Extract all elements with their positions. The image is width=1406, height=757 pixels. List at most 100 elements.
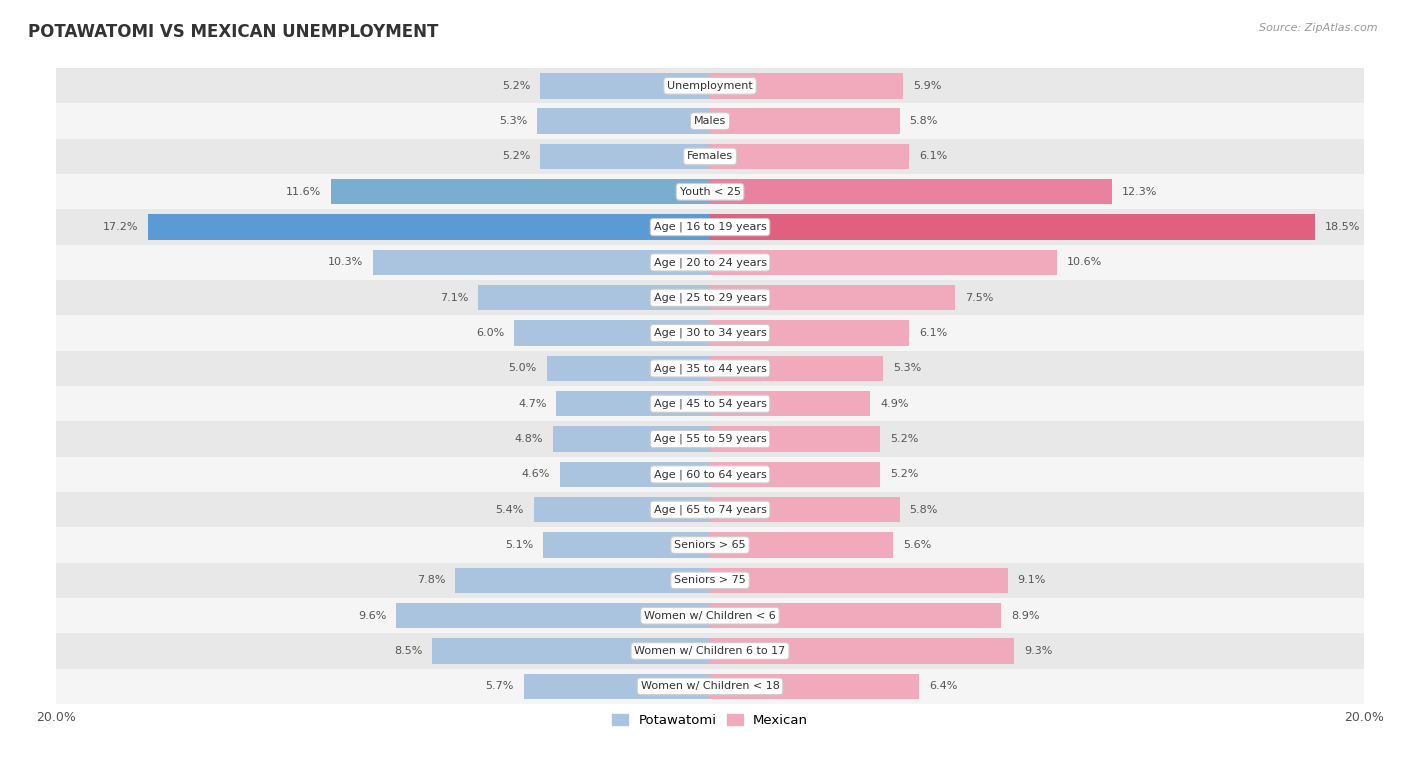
Bar bbox=[56, 528, 1364, 562]
Bar bbox=[710, 108, 900, 134]
Bar bbox=[710, 568, 1008, 593]
Bar bbox=[56, 634, 1364, 668]
Text: 5.6%: 5.6% bbox=[903, 540, 931, 550]
Text: 5.0%: 5.0% bbox=[509, 363, 537, 373]
Text: Age | 65 to 74 years: Age | 65 to 74 years bbox=[654, 504, 766, 515]
Bar bbox=[553, 426, 710, 452]
Text: 9.6%: 9.6% bbox=[359, 611, 387, 621]
Text: Age | 25 to 29 years: Age | 25 to 29 years bbox=[654, 292, 766, 303]
Text: 5.4%: 5.4% bbox=[495, 505, 523, 515]
Text: 4.8%: 4.8% bbox=[515, 434, 543, 444]
Bar bbox=[56, 280, 1364, 316]
Text: Women w/ Children 6 to 17: Women w/ Children 6 to 17 bbox=[634, 646, 786, 656]
Bar bbox=[56, 350, 1364, 386]
Bar bbox=[478, 285, 710, 310]
Bar bbox=[56, 245, 1364, 280]
Bar bbox=[710, 426, 880, 452]
Text: Women w/ Children < 18: Women w/ Children < 18 bbox=[641, 681, 779, 691]
Bar bbox=[56, 492, 1364, 528]
Bar bbox=[374, 250, 710, 275]
Text: Unemployment: Unemployment bbox=[668, 81, 752, 91]
Bar bbox=[56, 456, 1364, 492]
Text: 6.0%: 6.0% bbox=[475, 328, 505, 338]
Bar bbox=[560, 462, 710, 487]
Text: 5.1%: 5.1% bbox=[505, 540, 533, 550]
Bar bbox=[710, 73, 903, 98]
Text: 7.5%: 7.5% bbox=[965, 293, 994, 303]
Legend: Potawatomi, Mexican: Potawatomi, Mexican bbox=[606, 709, 814, 732]
Bar bbox=[533, 497, 710, 522]
Text: Seniors > 65: Seniors > 65 bbox=[675, 540, 745, 550]
Bar bbox=[56, 316, 1364, 350]
Text: Females: Females bbox=[688, 151, 733, 161]
Text: Age | 16 to 19 years: Age | 16 to 19 years bbox=[654, 222, 766, 232]
Bar bbox=[515, 320, 710, 346]
Bar bbox=[710, 674, 920, 699]
Bar bbox=[56, 562, 1364, 598]
Bar bbox=[540, 73, 710, 98]
Text: Males: Males bbox=[695, 116, 725, 126]
Text: 5.8%: 5.8% bbox=[910, 505, 938, 515]
Bar bbox=[543, 532, 710, 558]
Bar bbox=[710, 144, 910, 169]
Text: 6.1%: 6.1% bbox=[920, 151, 948, 161]
Bar bbox=[710, 462, 880, 487]
Bar bbox=[710, 285, 955, 310]
Text: 5.8%: 5.8% bbox=[910, 116, 938, 126]
Bar bbox=[537, 108, 710, 134]
Text: Age | 35 to 44 years: Age | 35 to 44 years bbox=[654, 363, 766, 374]
Text: POTAWATOMI VS MEXICAN UNEMPLOYMENT: POTAWATOMI VS MEXICAN UNEMPLOYMENT bbox=[28, 23, 439, 41]
Text: 10.6%: 10.6% bbox=[1066, 257, 1101, 267]
Text: 4.9%: 4.9% bbox=[880, 399, 908, 409]
Text: Age | 20 to 24 years: Age | 20 to 24 years bbox=[654, 257, 766, 268]
Bar bbox=[56, 598, 1364, 634]
Bar bbox=[710, 391, 870, 416]
Bar bbox=[56, 174, 1364, 210]
Text: Seniors > 75: Seniors > 75 bbox=[673, 575, 747, 585]
Text: Source: ZipAtlas.com: Source: ZipAtlas.com bbox=[1260, 23, 1378, 33]
Text: 5.2%: 5.2% bbox=[502, 151, 530, 161]
Text: 9.3%: 9.3% bbox=[1024, 646, 1052, 656]
Text: 8.5%: 8.5% bbox=[394, 646, 422, 656]
Bar bbox=[330, 179, 710, 204]
Bar bbox=[547, 356, 710, 381]
Text: 4.7%: 4.7% bbox=[517, 399, 547, 409]
Bar bbox=[56, 139, 1364, 174]
Text: Women w/ Children < 6: Women w/ Children < 6 bbox=[644, 611, 776, 621]
Text: 9.1%: 9.1% bbox=[1018, 575, 1046, 585]
Text: 5.2%: 5.2% bbox=[890, 434, 918, 444]
Bar bbox=[710, 638, 1014, 664]
Text: 8.9%: 8.9% bbox=[1011, 611, 1039, 621]
Bar bbox=[557, 391, 710, 416]
Bar bbox=[710, 356, 883, 381]
Bar bbox=[56, 422, 1364, 456]
Text: 6.1%: 6.1% bbox=[920, 328, 948, 338]
Text: 6.4%: 6.4% bbox=[929, 681, 957, 691]
Bar bbox=[710, 250, 1056, 275]
Text: 12.3%: 12.3% bbox=[1122, 187, 1157, 197]
Text: Age | 30 to 34 years: Age | 30 to 34 years bbox=[654, 328, 766, 338]
Bar bbox=[56, 386, 1364, 422]
Text: 5.2%: 5.2% bbox=[890, 469, 918, 479]
Text: Youth < 25: Youth < 25 bbox=[679, 187, 741, 197]
Text: 5.3%: 5.3% bbox=[499, 116, 527, 126]
Bar bbox=[456, 568, 710, 593]
Bar bbox=[148, 214, 710, 240]
Bar bbox=[710, 214, 1315, 240]
Bar bbox=[710, 320, 910, 346]
Bar bbox=[540, 144, 710, 169]
Text: 17.2%: 17.2% bbox=[103, 222, 138, 232]
Bar bbox=[396, 603, 710, 628]
Bar bbox=[523, 674, 710, 699]
Text: 10.3%: 10.3% bbox=[328, 257, 364, 267]
Bar bbox=[432, 638, 710, 664]
Text: 5.9%: 5.9% bbox=[912, 81, 941, 91]
Text: Age | 45 to 54 years: Age | 45 to 54 years bbox=[654, 398, 766, 409]
Text: 18.5%: 18.5% bbox=[1324, 222, 1360, 232]
Bar bbox=[56, 668, 1364, 704]
Bar bbox=[56, 104, 1364, 139]
Bar bbox=[56, 210, 1364, 245]
Text: Age | 55 to 59 years: Age | 55 to 59 years bbox=[654, 434, 766, 444]
Bar bbox=[710, 532, 893, 558]
Text: 7.8%: 7.8% bbox=[416, 575, 446, 585]
